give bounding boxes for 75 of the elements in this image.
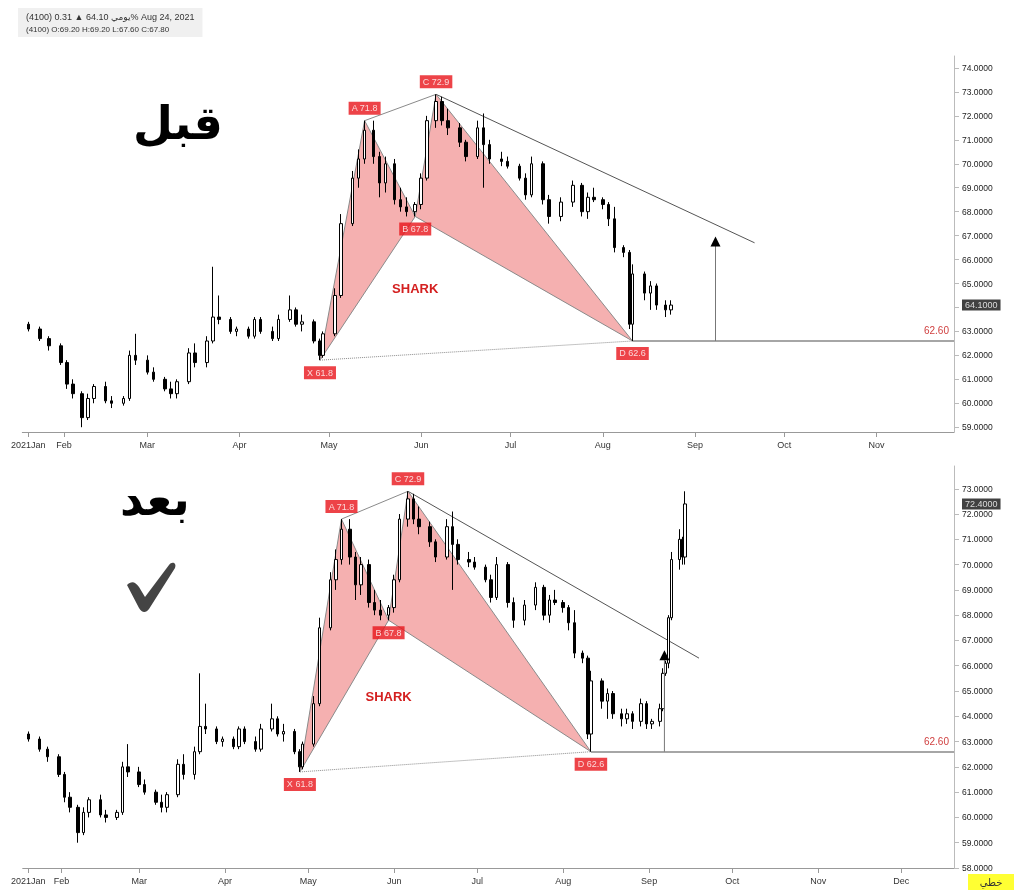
x-tick-label: Oct: [777, 439, 792, 450]
y-tick-label: 63.0000: [962, 326, 993, 337]
chart-title: (4100) يومي 64.10 ▲ 0.31% Aug 24, 2021: [26, 11, 195, 22]
annotation: C 72.9: [422, 76, 450, 87]
x-tick-label: 2021Jan: [10, 439, 46, 450]
y-tick-label: 60.0000: [962, 812, 993, 823]
chart-subtitle: (4100) O:69.20 H:69.20 L:67.60 C:67.80: [26, 24, 170, 34]
text: خطي: [979, 876, 1003, 889]
y-tick-label: 71.0000: [962, 534, 993, 545]
ref-line-label: 62.60: [923, 325, 950, 337]
x-tick-label: Mar: [131, 875, 147, 886]
text: 72.4000: [965, 498, 998, 509]
y-tick-label: 70.0000: [962, 559, 993, 570]
x-tick-label: Aug: [555, 875, 572, 886]
y-tick-label: 65.0000: [962, 686, 993, 697]
x-tick-label: Mar: [139, 439, 156, 450]
y-tick-label: 60.0000: [962, 398, 993, 409]
y-tick-label: 73.0000: [962, 86, 993, 97]
annotation: A 71.8: [328, 501, 355, 512]
x-tick-label: Apr: [218, 875, 233, 886]
x-tick-label: Jul: [504, 439, 517, 450]
x-tick-label: 2021Jan: [10, 875, 46, 886]
y-tick-label: 65.0000: [962, 278, 993, 289]
y-tick-label: 69.0000: [962, 584, 993, 595]
text: 64.1000: [965, 300, 998, 311]
y-tick-label: 69.0000: [962, 182, 993, 193]
y-tick-label: 70.0000: [962, 158, 993, 169]
annotation: SHARK: [392, 280, 439, 296]
y-tick-label: 64.0000: [962, 711, 993, 722]
y-tick-label: 72.0000: [962, 509, 993, 520]
y-tick-label: 61.0000: [962, 787, 993, 798]
y-tick-label: 72.0000: [962, 110, 993, 121]
x-tick-label: Sep: [641, 875, 658, 886]
y-tick-label: 62.0000: [962, 350, 993, 361]
y-tick-label: 68.0000: [962, 610, 993, 621]
y-tick-label: 58.0000: [962, 863, 993, 873]
annotation: X 61.8: [286, 779, 313, 790]
annotation: B 67.8: [375, 627, 402, 638]
annotation: SHARK: [365, 688, 413, 704]
x-tick-label: Oct: [725, 875, 740, 886]
y-tick-label: 63.0000: [962, 736, 993, 747]
annotation: بعد: [120, 472, 190, 526]
annotation: X 61.8: [306, 367, 333, 378]
annotation: A 71.8: [351, 103, 378, 114]
x-tick-label: Jul: [471, 875, 484, 886]
x-tick-label: Nov: [868, 439, 886, 450]
x-tick-label: Jun: [386, 875, 402, 886]
y-tick-label: 59.0000: [962, 422, 993, 433]
y-tick-label: 73.0000: [962, 483, 993, 494]
x-tick-label: Feb: [53, 875, 70, 886]
y-tick-label: 74.0000: [962, 62, 993, 73]
y-tick-label: 71.0000: [962, 134, 993, 145]
x-tick-label: May: [299, 875, 318, 886]
x-tick-label: May: [320, 439, 338, 450]
y-tick-label: 61.0000: [962, 374, 993, 385]
y-tick-label: 67.0000: [962, 635, 993, 646]
y-tick-label: 67.0000: [962, 230, 993, 241]
x-tick-label: Nov: [810, 875, 827, 886]
x-tick-label: Sep: [687, 439, 704, 450]
annotation: B 67.8: [402, 223, 429, 234]
x-tick-label: Feb: [56, 439, 72, 450]
x-tick-label: Aug: [594, 439, 611, 450]
ref-line-label: 62.60: [923, 736, 950, 748]
annotation: D 62.6: [577, 759, 605, 770]
annotation: D 62.6: [619, 348, 646, 359]
annotation: C 72.9: [394, 473, 422, 484]
x-tick-label: Jun: [413, 439, 429, 450]
y-tick-label: 62.0000: [962, 761, 993, 772]
y-tick-label: 59.0000: [962, 837, 993, 848]
x-tick-label: Dec: [893, 875, 910, 886]
y-tick-label: 68.0000: [962, 206, 993, 217]
y-tick-label: 66.0000: [962, 660, 993, 671]
annotation: قبل: [133, 96, 223, 150]
x-tick-label: Apr: [232, 439, 247, 450]
y-tick-label: 66.0000: [962, 254, 993, 265]
